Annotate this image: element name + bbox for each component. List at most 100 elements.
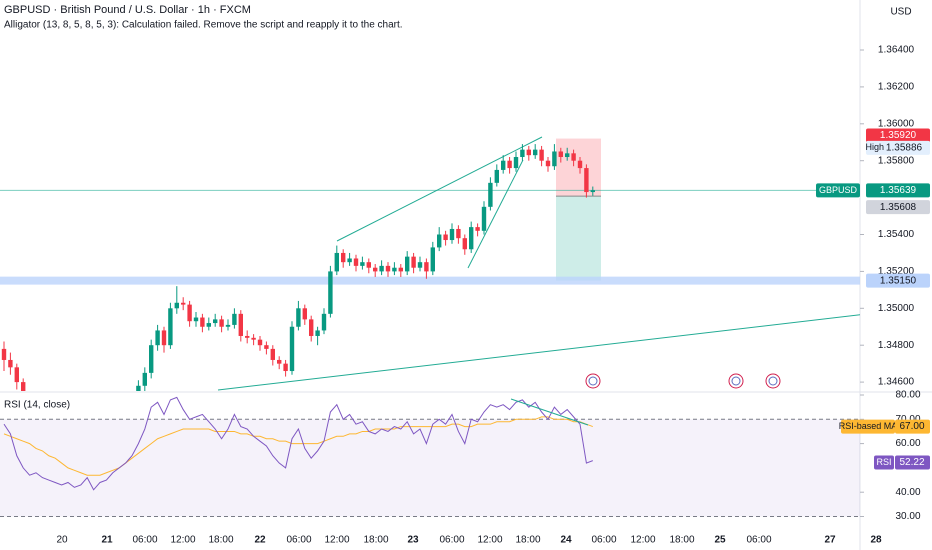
candle-body [520,149,525,158]
time-label: 18:00 [363,535,388,546]
time-label: 06:00 [439,535,464,546]
price-tick-label: 1.36000 [878,118,915,129]
candle-body [142,372,147,386]
candle-body [507,160,512,169]
candle-body [187,304,192,322]
symbol-title[interactable]: GBPUSD · British Pound / U.S. Dollar · 1… [4,4,251,16]
candle-body [136,385,141,391]
rsi-line [3,396,593,491]
candle-body [149,345,154,373]
candle-body [213,319,218,324]
candle-body [353,258,359,266]
candle-body [590,190,595,193]
time-label: 12:00 [477,535,502,546]
candle-body [174,302,179,309]
price-tick-label: 1.34600 [878,377,915,388]
price-label-box [866,273,930,288]
candle-body [513,157,519,169]
candle-body [238,313,243,336]
time-label: 06:00 [746,535,771,546]
price-label-box [866,128,930,143]
price-tick-label: 1.34800 [878,340,915,351]
candle-body [155,330,160,346]
indicator-error: Alligator (13, 8, 5, 8, 5, 3): Calculati… [4,20,403,31]
support-band [0,276,860,285]
time-label: 20 [56,535,68,546]
price-label-name-box [816,183,860,198]
candle-body [545,160,551,167]
time-label: 18:00 [515,535,540,546]
trend-line[interactable] [336,136,543,242]
candle-body [488,182,493,207]
candle-body [315,330,320,336]
candle-body [373,267,378,272]
candle-body [245,335,250,338]
candle-body [321,313,327,331]
rsi-tick-label: 60.00 [895,438,920,449]
time-label: 23 [407,535,419,546]
rsi-name: RSI-based MA [839,421,898,431]
time-label: 12:00 [630,535,655,546]
candle-body [494,169,499,183]
price-tick-label: 1.35000 [878,303,915,314]
candle-body [264,345,269,349]
price-label: 1.35608 [880,202,917,213]
candle-body [501,160,506,170]
candle-body [181,302,186,305]
rsi-tick-label: 30.00 [895,511,920,522]
price-tick-label: 1.35400 [878,229,915,240]
candle-body [449,228,455,241]
candle-body [456,228,461,239]
time-label: 06:00 [286,535,311,546]
time-label: 12:00 [170,535,195,546]
candle-body [225,324,231,327]
trend-line[interactable] [217,311,892,391]
price-label: 1.35639 [880,185,917,196]
candle-body [539,149,544,161]
event-icon[interactable] [765,373,781,389]
time-label: 18:00 [669,535,694,546]
price-pane [0,136,892,391]
target-zone [556,196,601,281]
candle-body [8,359,13,368]
candle-body [533,149,538,156]
candle-body [257,339,263,346]
rsi-tick-label: 70.00 [895,414,920,425]
event-icon[interactable] [728,373,744,389]
candle-body [347,258,352,263]
price-label-box [866,183,930,198]
time-label: 25 [714,535,726,546]
trend-line[interactable] [467,159,524,269]
event-icon[interactable] [585,373,601,389]
rsi-value: 52.22 [899,457,924,468]
time-label: 21 [101,535,113,546]
time-label: 06:00 [132,535,157,546]
candle-body [411,256,416,268]
rsi-value-box [895,419,930,434]
candle-body [277,359,282,364]
candle-body [437,234,442,248]
candle-body [270,348,275,360]
rsi-band [0,419,860,517]
rsi-pane: RSI (14, close) [0,396,860,517]
rsi-name: RSI [876,457,891,467]
rsi-title[interactable]: RSI (14, close) [4,400,70,411]
candle-body [577,160,583,169]
candle-body [366,262,371,268]
candle-body [443,234,448,241]
currency[interactable]: USD [890,7,911,18]
rsi-value-box [895,455,930,470]
rsi-drawing [510,398,589,426]
candle-body [14,367,19,383]
candle-body [379,265,384,272]
candle-body [232,313,237,325]
rsi-tick-label: 80.00 [895,390,920,401]
candle-body [481,206,487,231]
candle-body [251,337,256,340]
candle-body [475,227,480,231]
time-label: 22 [254,535,266,546]
candle-body [558,151,563,158]
candle-body [309,319,314,336]
